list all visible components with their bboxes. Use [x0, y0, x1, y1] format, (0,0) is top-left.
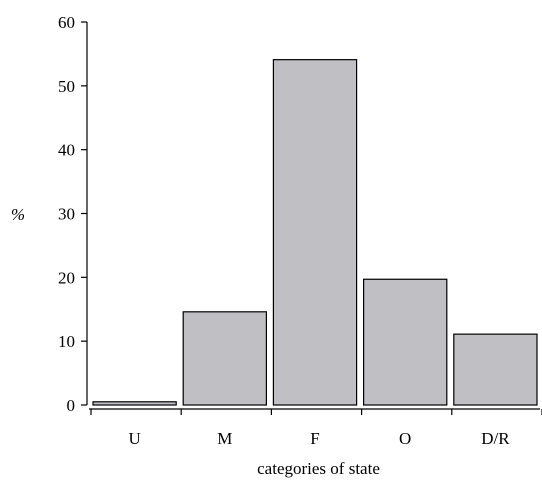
x-tick-label: O [399, 429, 411, 448]
bar-u [92, 401, 177, 406]
bar-o [363, 278, 448, 406]
x-tick-label: U [128, 429, 140, 448]
x-tick-label: M [217, 429, 232, 448]
bars-group [92, 59, 538, 406]
x-axis-label: categories of state [257, 459, 380, 478]
bar-m [182, 311, 267, 406]
y-tick-label: 40 [58, 141, 75, 160]
y-axis: 0 10 20 30 40 50 60 [58, 13, 88, 415]
y-tick-label: 20 [58, 268, 75, 287]
y-tick-label: 30 [58, 205, 75, 224]
x-axis: U M F O D/R [89, 408, 542, 448]
bar-f [272, 59, 358, 406]
x-tick-label: F [310, 429, 319, 448]
y-tick-label: 50 [58, 77, 75, 96]
bar-dr [453, 333, 538, 406]
y-axis-label: % [11, 205, 25, 224]
y-tick-label: 60 [58, 13, 75, 32]
y-tick-label: 10 [58, 332, 75, 351]
x-tick-label: D/R [481, 429, 510, 448]
y-tick-label: 0 [67, 396, 76, 415]
